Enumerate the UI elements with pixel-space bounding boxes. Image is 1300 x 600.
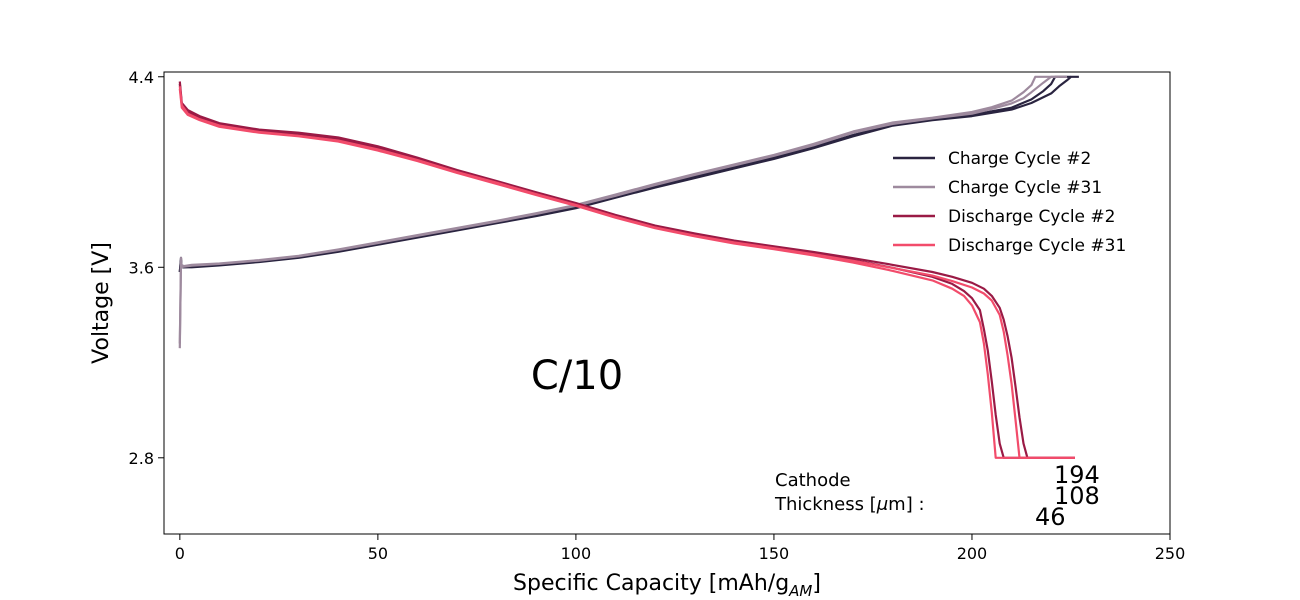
legend-label: Charge Cycle #2	[948, 149, 1091, 169]
x-tick-label: 50	[368, 544, 388, 563]
y-axis-ticks: 2.8 3.6 4.4	[129, 68, 164, 468]
plot-frame	[163, 71, 1171, 535]
series-line-3-2	[178, 83, 1075, 459]
y-tick-label: 2.8	[129, 449, 154, 468]
x-tick-label: 200	[957, 544, 988, 563]
series-line-4-1	[178, 86, 1075, 459]
thickness-annotation: Cathode Thickness [μm] : 194 108 46	[774, 461, 1100, 531]
thickness-label-line2: Thickness [μm] :	[774, 494, 925, 515]
series-line-1-1	[178, 75, 1079, 273]
legend-label: Discharge Cycle #2	[948, 207, 1115, 227]
thickness-value-194: 194	[1054, 461, 1100, 489]
x-tick-label: 0	[175, 544, 185, 563]
series-line-2-1	[178, 75, 1060, 349]
legend-label: Charge Cycle #31	[948, 178, 1102, 198]
thickness-value-108: 108	[1054, 482, 1100, 510]
plot-lines	[178, 75, 1079, 459]
series-line-1-2	[178, 75, 1071, 273]
x-tick-label: 250	[1155, 544, 1186, 563]
y-axis-label: Voltage [V]	[89, 242, 114, 364]
series-line-4-2	[178, 88, 1075, 459]
legend-label: Discharge Cycle #31	[948, 236, 1126, 256]
x-axis-label: Specific Capacity [mAh/gAM]	[513, 571, 821, 600]
y-tick-label: 3.6	[129, 258, 154, 277]
rate-annotation: C/10	[531, 353, 623, 399]
x-tick-label: 150	[759, 544, 790, 563]
legend: Charge Cycle #2 Charge Cycle #31 Discharge…	[893, 149, 1126, 256]
thickness-value-46: 46	[1035, 503, 1066, 531]
x-axis-ticks: 0 50 100 150 200 250	[175, 534, 1186, 563]
x-tick-label: 100	[561, 544, 592, 563]
y-tick-label: 4.4	[129, 68, 154, 87]
thickness-label-line1: Cathode	[775, 470, 851, 491]
series-line-2-2	[178, 75, 1067, 344]
